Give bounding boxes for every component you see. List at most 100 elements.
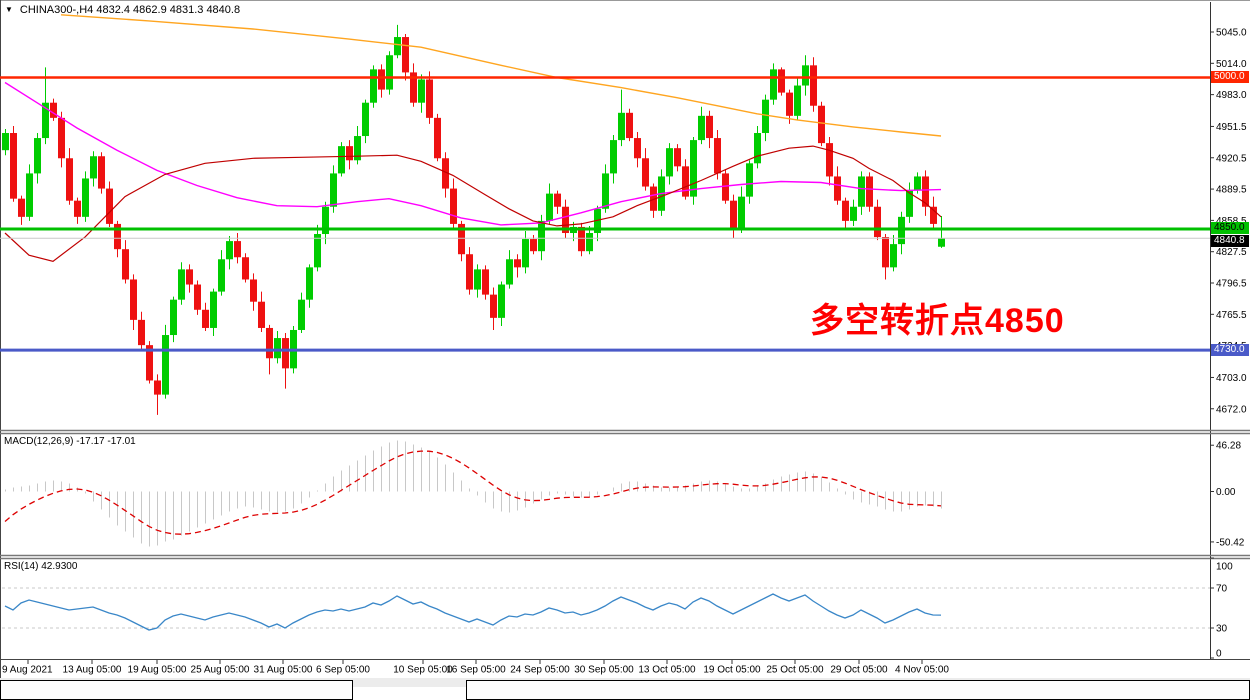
macd-tick-label: 46.28 — [1216, 441, 1241, 452]
candle-body — [554, 193, 561, 207]
candle-body — [34, 138, 41, 174]
candle-body — [2, 133, 9, 151]
candle-body — [866, 176, 873, 207]
candle-body — [258, 301, 265, 328]
candle-body — [778, 69, 785, 93]
candle-body — [50, 102, 57, 118]
candle-body — [218, 259, 225, 292]
candle-body — [10, 133, 17, 199]
candle-body — [602, 173, 609, 209]
candle-body — [338, 146, 345, 174]
candle-body — [578, 226, 585, 252]
candle-body — [138, 319, 145, 346]
price-line-badge-4730[interactable]: 4730.0 — [1211, 344, 1249, 357]
bottom-window-edge-left — [0, 680, 353, 700]
date-label: 4 Nov 05:00 — [895, 665, 949, 676]
candle-body — [418, 79, 425, 103]
candle-body — [314, 234, 321, 268]
price-tick-label: 4983.0 — [1216, 90, 1247, 101]
date-label: 13 Oct 05:00 — [638, 665, 696, 676]
candle-body — [466, 254, 473, 290]
candle-body — [298, 299, 305, 330]
candle-body — [690, 140, 697, 197]
candle-body — [450, 188, 457, 224]
bottom-window-edge-right — [466, 680, 1250, 700]
date-label: 19 Aug 05:00 — [128, 665, 187, 676]
candle-body — [650, 186, 657, 211]
candle-body — [714, 138, 721, 174]
candle-body — [442, 158, 449, 189]
candle-body — [634, 138, 641, 159]
candle-body — [42, 102, 49, 139]
candle-body — [722, 173, 729, 201]
candle-body — [562, 206, 569, 234]
price-tick-label: 4889.5 — [1216, 185, 1247, 196]
candle-body — [370, 69, 377, 103]
candle-body — [26, 173, 33, 217]
candle-body — [82, 178, 89, 217]
candle-body — [18, 198, 25, 217]
date-label: 19 Oct 05:00 — [703, 665, 761, 676]
rsi-tick-label: 30 — [1216, 624, 1228, 635]
date-label: 24 Sep 05:00 — [510, 665, 570, 676]
candle-body — [626, 112, 633, 139]
candle-body — [826, 143, 833, 177]
candle-body — [538, 220, 545, 252]
date-label: 30 Sep 05:00 — [574, 665, 634, 676]
candle-body — [122, 249, 129, 280]
macd-label: MACD(12,26,9) -17.17 -17.01 — [4, 436, 136, 447]
candle-body — [74, 200, 81, 217]
macd-tick-label: 0.00 — [1216, 487, 1236, 498]
candle-body — [378, 69, 385, 90]
candle-body — [610, 140, 617, 174]
candle-body — [178, 269, 185, 300]
candle-body — [706, 115, 713, 139]
candle-body — [354, 136, 361, 161]
candle-body — [618, 112, 625, 141]
candle-body — [890, 244, 897, 268]
candle-body — [738, 196, 745, 229]
date-label: 29 Oct 05:00 — [830, 665, 888, 676]
candle-body — [98, 156, 105, 189]
candle-body — [794, 85, 801, 116]
price-tick-label: 4858.5 — [1216, 216, 1247, 227]
price-tick-label: 4672.0 — [1216, 404, 1247, 415]
candle-body — [770, 69, 777, 100]
date-label: 13 Aug 05:00 — [63, 665, 122, 676]
candle-body — [746, 163, 753, 197]
symbol-dropdown-icon[interactable]: ▼ — [5, 4, 13, 14]
candle-body — [762, 99, 769, 134]
candle-body — [234, 241, 241, 258]
candle-body — [674, 148, 681, 167]
candle-body — [546, 193, 553, 221]
date-label: 9 Aug 2021 — [2, 665, 53, 676]
candle-body — [498, 284, 505, 318]
candle-body — [250, 279, 257, 302]
candle-body — [802, 65, 809, 86]
price-tick-label: 4951.5 — [1216, 122, 1247, 133]
price-line-badge-4850[interactable]: 4850.0 — [1211, 222, 1249, 235]
candle-body — [154, 380, 161, 395]
date-label: 6 Sep 05:00 — [316, 665, 370, 676]
price-line-badge-5000[interactable]: 5000.0 — [1211, 71, 1249, 84]
candle-body — [530, 239, 537, 252]
candle-body — [434, 117, 441, 159]
candle-body — [346, 146, 353, 161]
rsi-line — [4, 593, 942, 631]
moving-average-fast-darkred — [4, 145, 942, 262]
candle-body — [114, 223, 121, 250]
candle-body — [282, 338, 289, 369]
candle-body — [754, 133, 761, 164]
candle-body — [482, 269, 489, 295]
candle-body — [66, 158, 73, 201]
candle-body — [882, 237, 889, 268]
candle-body — [930, 206, 937, 224]
candle-body — [594, 208, 601, 234]
price-tick-label: 5045.0 — [1216, 28, 1247, 39]
price-tick-label: 4920.5 — [1216, 153, 1247, 164]
candle-body — [170, 299, 177, 336]
chart-title-row: ▼ CHINA300-,H4 4832.4 4862.9 4831.3 4840… — [5, 3, 240, 16]
chart-title: CHINA300-,H4 4832.4 4862.9 4831.3 4840.8 — [19, 3, 241, 16]
candle-body — [818, 105, 825, 144]
